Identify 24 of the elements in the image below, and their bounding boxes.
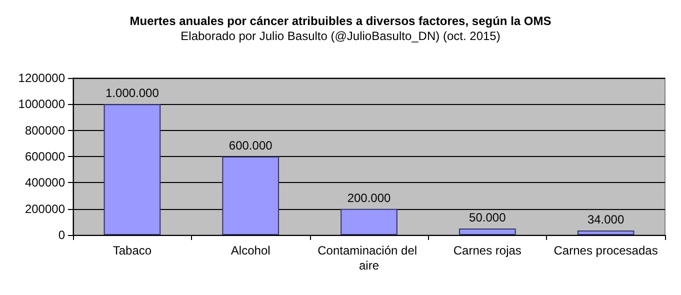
bar: [104, 104, 161, 235]
data-label: 1.000.000: [106, 86, 160, 100]
x-tick-label: Contaminación del aire: [318, 244, 420, 272]
data-label: 600.000: [228, 138, 273, 152]
bar: [458, 228, 516, 235]
x-tick-label: Alcohol: [230, 244, 270, 258]
chart-title: Muertes anuales por cáncer atribuibles a diversos factores, según la OMS: [130, 14, 552, 28]
data-label: 200.000: [347, 190, 392, 205]
bar: [340, 208, 398, 235]
chart-subtitle: Elaborado por Julio Basulto (@JulioBasulto_DN) (oct. 2015): [180, 29, 500, 43]
data-label: 34.000: [587, 212, 624, 227]
y-tick-label: 200000: [24, 202, 66, 216]
bar: [577, 230, 634, 235]
y-tick-label: 1200000: [18, 71, 66, 85]
y-tick-label: 1000000: [18, 97, 66, 112]
x-tick-label: Tabaco: [112, 244, 152, 258]
y-tick-label: 400000: [24, 176, 66, 190]
x-tick-label: Carnes rojas: [453, 244, 522, 258]
y-tick-label: 0: [58, 228, 66, 242]
x-tick-label: Carnes procesadas: [554, 244, 658, 258]
bar: [222, 156, 280, 235]
y-tick-label: 800000: [24, 123, 66, 138]
data-label: 50.000: [469, 210, 506, 224]
y-tick-label: 600000: [24, 150, 66, 164]
